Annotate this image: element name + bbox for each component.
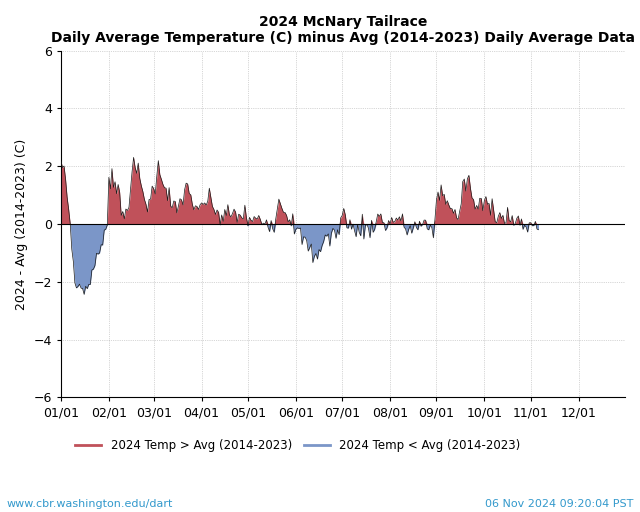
Text: www.cbr.washington.edu/dart: www.cbr.washington.edu/dart <box>6 499 173 509</box>
Y-axis label: 2024 - Avg (2014-2023) (C): 2024 - Avg (2014-2023) (C) <box>15 138 28 310</box>
Legend: 2024 Temp > Avg (2014-2023), 2024 Temp < Avg (2014-2023): 2024 Temp > Avg (2014-2023), 2024 Temp <… <box>70 435 525 457</box>
Title: 2024 McNary Tailrace
Daily Average Temperature (C) minus Avg (2014-2023) Daily A: 2024 McNary Tailrace Daily Average Tempe… <box>51 15 635 45</box>
Text: 06 Nov 2024 09:20:04 PST: 06 Nov 2024 09:20:04 PST <box>485 499 634 509</box>
